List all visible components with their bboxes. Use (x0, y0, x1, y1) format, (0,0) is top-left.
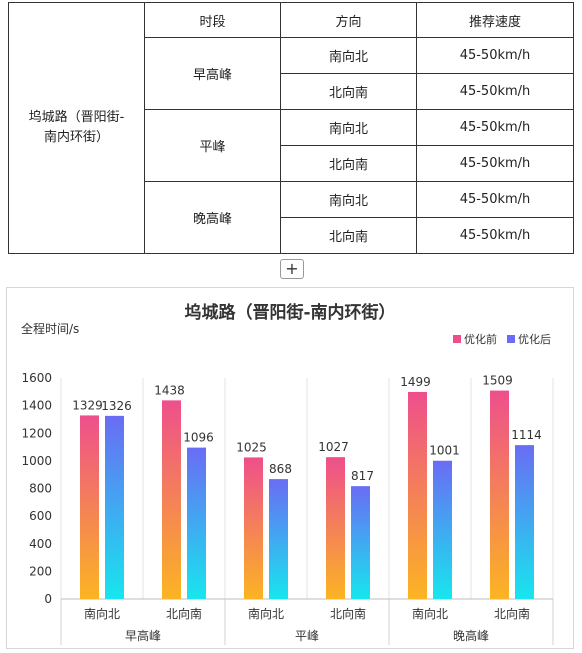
x-tick-label: 南向北 (412, 606, 448, 621)
period-cell: 平峰 (144, 109, 281, 182)
y-tick-label: 400 (29, 537, 52, 551)
speed-cell: 45-50km/h (416, 37, 574, 74)
bar-after (351, 486, 370, 599)
data-label: 1329 (72, 398, 103, 412)
x-tick-label: 南向北 (84, 606, 120, 621)
data-label: 1114 (511, 428, 542, 442)
x-tick-label: 北向南 (166, 606, 202, 621)
bar-after (433, 460, 452, 599)
bar-after (515, 445, 534, 599)
direction-cell: 南向北 (280, 37, 417, 74)
bar-before (244, 457, 263, 599)
data-label: 1027 (318, 440, 349, 454)
y-tick-label: 1600 (21, 371, 52, 385)
y-tick-label: 1200 (21, 426, 52, 440)
bar-before (162, 400, 181, 599)
labels: 0 200 400 600 800 1000 1200 1400 1600 南向北 北向南 南向北 北向… (21, 371, 541, 643)
group-label: 早高峰 (125, 628, 161, 643)
direction-cell: 北向南 (280, 73, 417, 110)
data-label: 1001 (429, 444, 460, 458)
direction-cell: 南向北 (280, 181, 417, 218)
y-tick-label: 800 (29, 482, 52, 496)
y-tick-label: 1000 (21, 454, 52, 468)
y-tick-label: 600 (29, 509, 52, 523)
group-label: 晚高峰 (453, 628, 489, 643)
bars (80, 390, 534, 599)
bar-after (269, 479, 288, 599)
x-tick-label: 南向北 (248, 606, 284, 621)
data-label: 1096 (183, 431, 214, 445)
legend-label: 优化前 (464, 332, 497, 346)
speed-cell: 45-50km/h (416, 145, 574, 182)
speed-cell: 45-50km/h (416, 181, 574, 218)
legend-swatch (507, 335, 515, 343)
data-label: 1499 (400, 375, 431, 389)
direction-cell: 北向南 (280, 217, 417, 254)
period-cell: 晚高峰 (144, 181, 281, 254)
data-label: 1326 (101, 399, 132, 413)
header-direction: 方向 (280, 2, 417, 38)
x-tick-label: 北向南 (494, 606, 530, 621)
legend: 优化前 优化后 (453, 332, 551, 346)
header-period: 时段 (144, 2, 281, 38)
road-name-cell: 坞城路（晋阳街- 南内环街） (8, 2, 145, 254)
group-label: 平峰 (295, 629, 319, 643)
bar-before (326, 457, 345, 599)
road-name-line2: 南内环街） (43, 130, 109, 145)
table-row: 北向南 45-50km/h (9, 217, 574, 254)
table-row: 晚高峰 南向北 45-50km/h (9, 181, 574, 254)
direction-cell: 南向北 (280, 109, 417, 146)
chart-container: 坞城路（晋阳街-南内环街） 全程时间/s 优化前 优化后 0 200 400 600 80… (6, 287, 574, 649)
table-header-row: 坞城路（晋阳街- 南内环街） 时段 方向 推荐速度 (8, 2, 574, 254)
header-speed: 推荐速度 (416, 2, 574, 38)
bar-chart: 坞城路（晋阳街-南内环街） 全程时间/s 优化前 优化后 0 200 400 600 80… (21, 302, 554, 645)
direction-cell: 北向南 (280, 145, 417, 182)
bar-after (187, 447, 206, 599)
period-cell: 早高峰 (144, 37, 281, 110)
speed-table: 坞城路（晋阳街- 南内环街） 时段 方向 推荐速度 早高峰 南向北 45-50k… (8, 2, 574, 254)
chart-title: 坞城路（晋阳街-南内环街） (184, 302, 395, 323)
data-label: 1438 (154, 383, 185, 397)
table-row: 平峰 南向北 45-50km/h (9, 109, 574, 182)
expand-button[interactable]: + (280, 259, 304, 279)
y-tick-label: 1400 (21, 399, 52, 413)
legend-label: 优化后 (518, 332, 551, 346)
legend-swatch (453, 335, 461, 343)
data-label: 817 (351, 469, 374, 483)
road-name-line1: 坞城路（晋阳街- (28, 110, 125, 125)
y-tick-label: 200 (29, 564, 52, 578)
table-row: 早高峰 南向北 45-50km/h (9, 37, 574, 110)
speed-cell: 45-50km/h (416, 73, 574, 110)
grid (60, 378, 554, 645)
data-label: 1509 (482, 374, 513, 388)
speed-cell: 45-50km/h (416, 217, 574, 254)
bar-after (105, 415, 124, 599)
bar-before (80, 415, 99, 599)
table-row: 北向南 45-50km/h (9, 73, 574, 110)
y-axis-label: 全程时间/s (21, 321, 79, 336)
data-label: 868 (269, 462, 292, 476)
speed-cell: 45-50km/h (416, 109, 574, 146)
table-row: 北向南 45-50km/h (9, 145, 574, 182)
bar-before (490, 390, 509, 599)
y-tick-label: 0 (44, 592, 52, 606)
data-label: 1025 (236, 440, 267, 454)
x-tick-label: 北向南 (330, 606, 366, 621)
bar-before (408, 391, 427, 599)
